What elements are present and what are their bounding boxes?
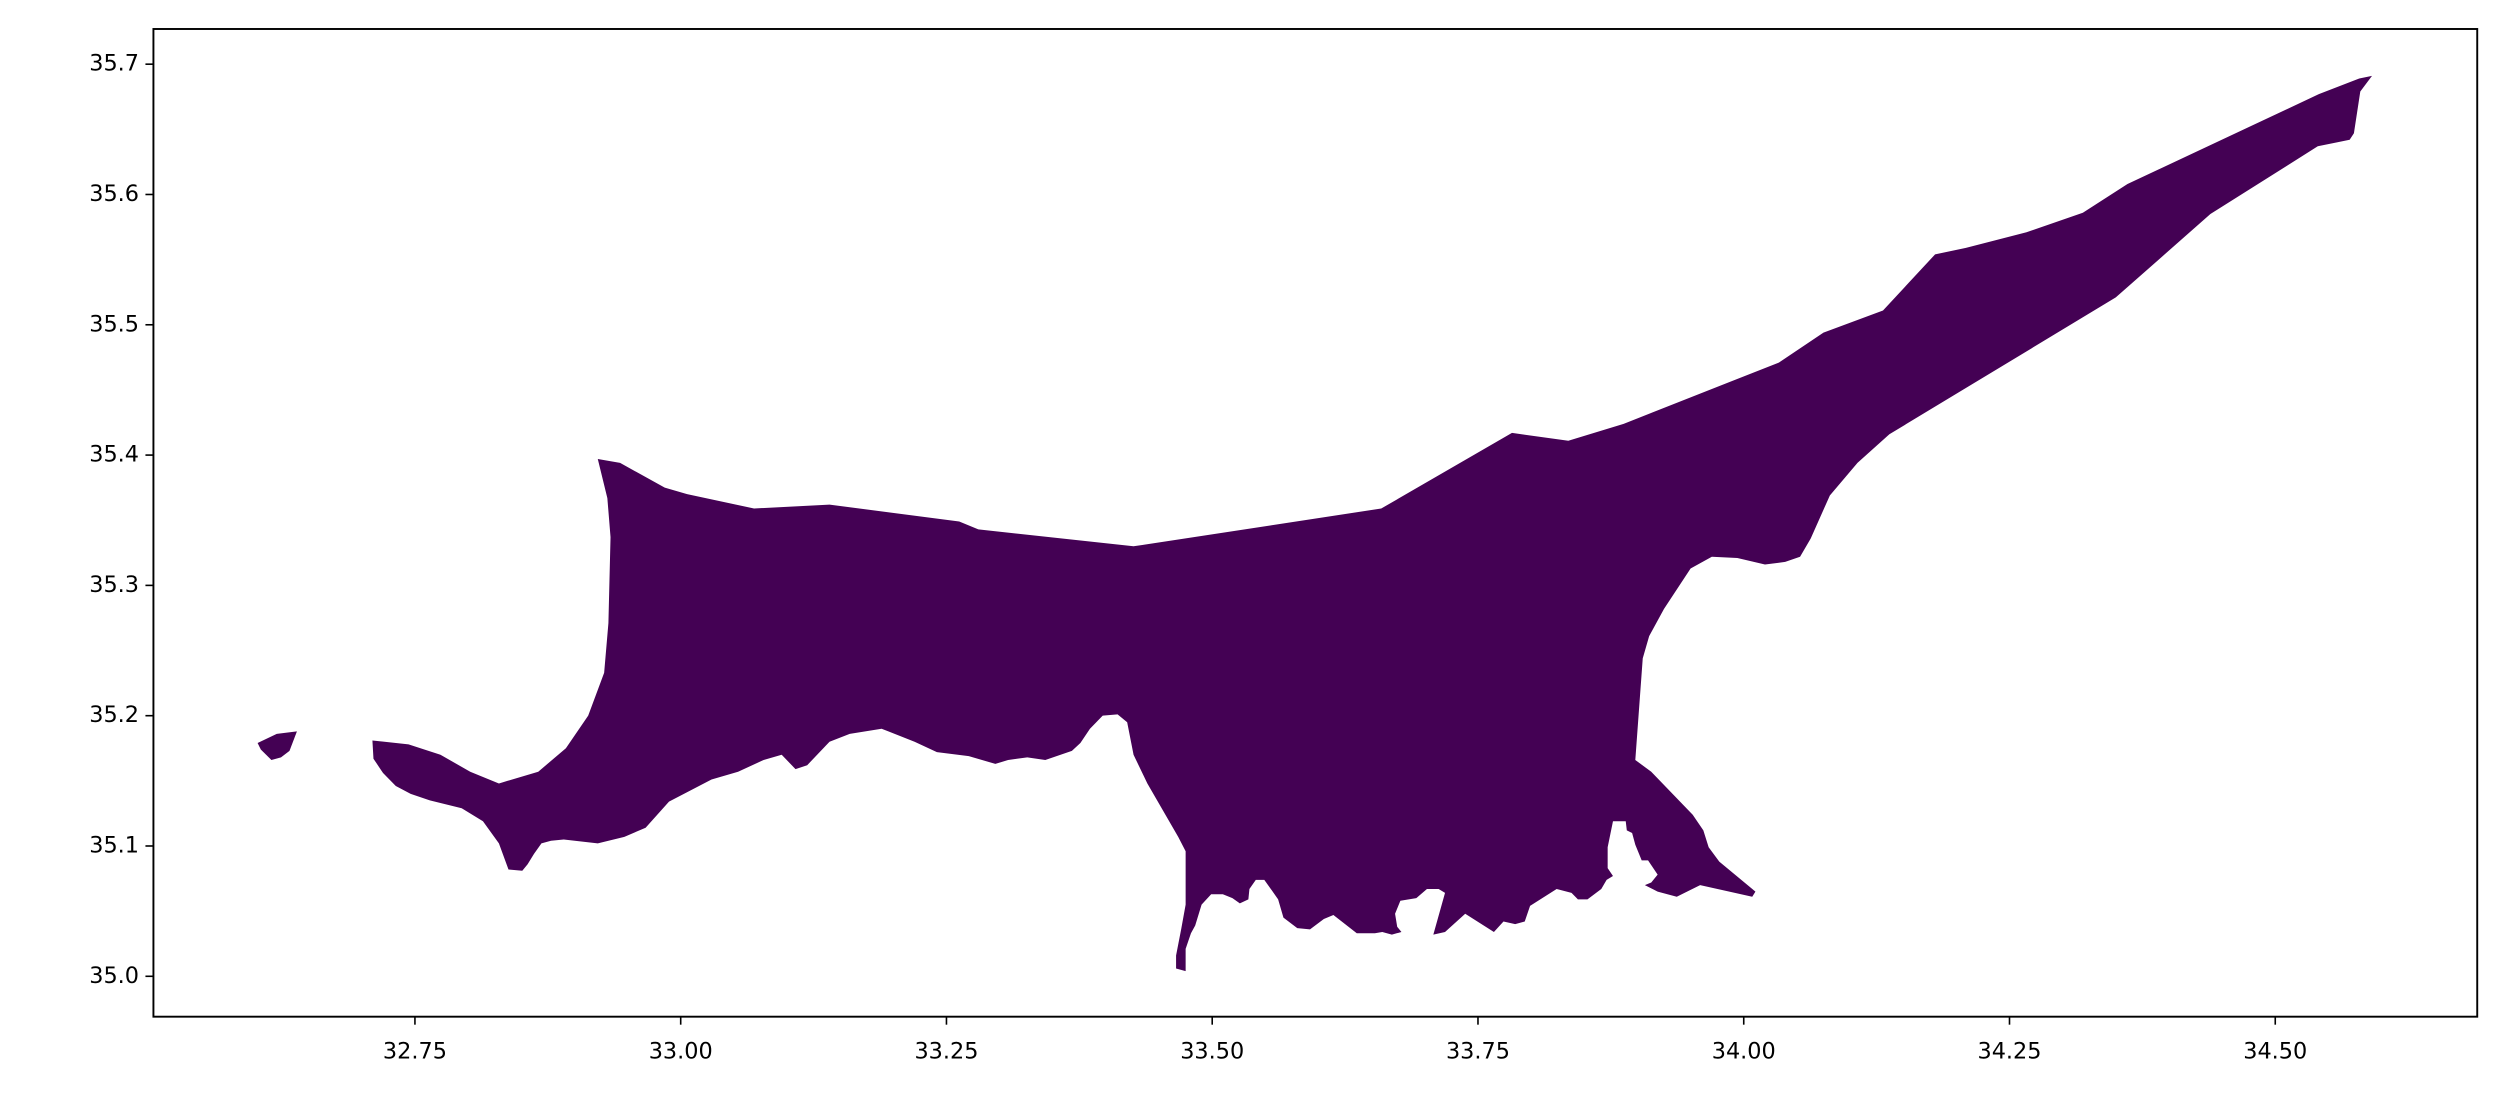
y-tick-label: 35.5: [89, 311, 139, 337]
x-tick-label: 32.75: [383, 1038, 447, 1064]
x-tick-label: 34.50: [2243, 1038, 2307, 1064]
region: [257, 731, 297, 760]
y-tick-label: 35.1: [89, 832, 139, 858]
y-tick-label: 35.0: [89, 963, 139, 989]
x-tick-label: 34.25: [1977, 1038, 2041, 1064]
x-tick-label: 33.00: [649, 1038, 713, 1064]
x-tick-label: 33.50: [1180, 1038, 1244, 1064]
y-tick-label: 35.6: [89, 181, 139, 207]
y-tick-label: 35.7: [89, 51, 139, 77]
x-tick-label: 34.00: [1712, 1038, 1776, 1064]
y-tick-label: 35.2: [89, 702, 139, 728]
x-tick-label: 33.25: [914, 1038, 978, 1064]
axes-frame: [152, 28, 2479, 1018]
region: [372, 75, 2372, 972]
y-tick-label: 35.3: [89, 572, 139, 598]
y-tick-label: 35.4: [89, 442, 139, 468]
x-tick-label: 33.75: [1446, 1038, 1510, 1064]
